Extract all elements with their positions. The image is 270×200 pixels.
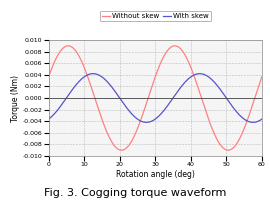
Without skew (215, 138, 218, 140)
Line: Without skew: Without skew (49, 46, 262, 150)
With skew (145, 121, 149, 124)
Without skew (145, 101, 149, 103)
Without skew (120, 149, 123, 151)
With skew (198, 72, 201, 75)
X-axis label: Rotation angle (deg): Rotation angle (deg) (116, 170, 195, 179)
With skew (151, 120, 154, 122)
Without skew (47, 76, 50, 78)
Text: Fig. 3. Cogging torque waveform: Fig. 3. Cogging torque waveform (44, 188, 226, 198)
With skew (260, 118, 264, 120)
Without skew (254, 93, 258, 96)
With skew (58, 106, 61, 109)
With skew (254, 121, 257, 123)
Without skew (66, 45, 70, 47)
With skew (215, 84, 218, 86)
With skew (47, 118, 50, 120)
Line: With skew: With skew (49, 74, 262, 122)
With skew (254, 121, 258, 123)
With skew (145, 121, 148, 124)
Without skew (260, 76, 264, 78)
Without skew (151, 83, 154, 86)
Legend: Without skew, With skew: Without skew, With skew (100, 11, 211, 21)
Without skew (58, 51, 61, 54)
Without skew (254, 94, 257, 96)
Y-axis label: Torque (Nm): Torque (Nm) (11, 74, 20, 121)
